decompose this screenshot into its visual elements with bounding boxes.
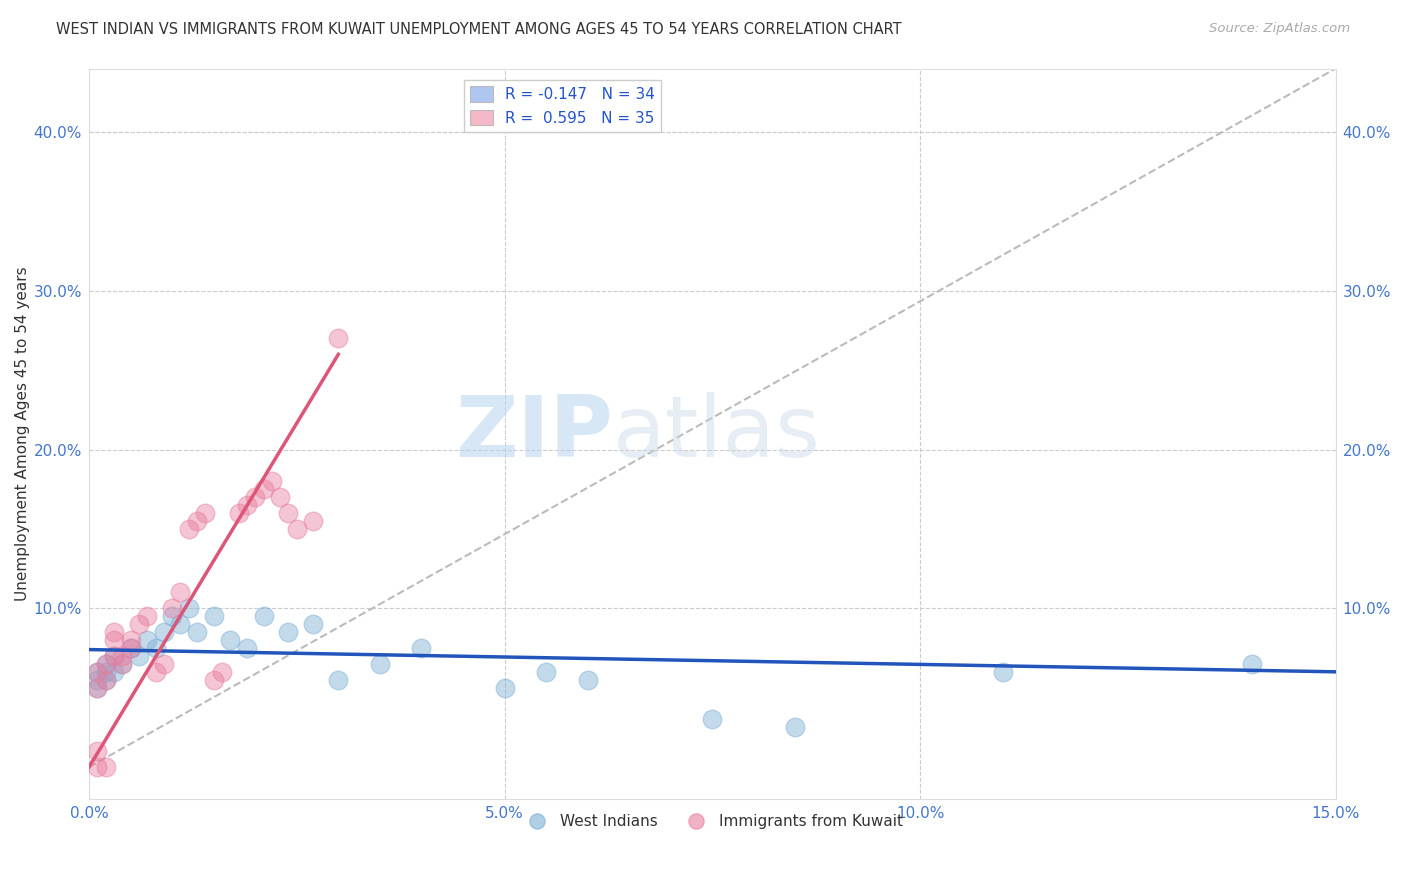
Point <box>103 665 125 679</box>
Point <box>202 609 225 624</box>
Point <box>169 617 191 632</box>
Point <box>411 640 433 655</box>
Text: ZIP: ZIP <box>454 392 613 475</box>
Point <box>86 760 108 774</box>
Point <box>277 506 299 520</box>
Point <box>991 665 1014 679</box>
Point <box>94 673 117 687</box>
Point <box>111 657 134 671</box>
Point <box>785 720 807 734</box>
Point <box>128 617 150 632</box>
Point <box>368 657 391 671</box>
Point <box>228 506 250 520</box>
Point <box>136 609 159 624</box>
Point <box>94 760 117 774</box>
Point <box>111 657 134 671</box>
Point <box>302 514 325 528</box>
Point <box>245 490 267 504</box>
Point <box>120 640 142 655</box>
Point <box>252 609 274 624</box>
Point <box>177 601 200 615</box>
Point <box>169 585 191 599</box>
Legend: West Indians, Immigrants from Kuwait: West Indians, Immigrants from Kuwait <box>516 808 908 835</box>
Point <box>153 625 176 640</box>
Point <box>103 633 125 648</box>
Point <box>86 665 108 679</box>
Point <box>160 609 183 624</box>
Point <box>219 633 242 648</box>
Point <box>260 475 283 489</box>
Point <box>145 665 167 679</box>
Point <box>128 648 150 663</box>
Point <box>94 665 117 679</box>
Point <box>186 514 208 528</box>
Point <box>177 522 200 536</box>
Text: Source: ZipAtlas.com: Source: ZipAtlas.com <box>1209 22 1350 36</box>
Point <box>86 681 108 695</box>
Point <box>94 657 117 671</box>
Point <box>494 681 516 695</box>
Point <box>576 673 599 687</box>
Point <box>136 633 159 648</box>
Point <box>153 657 176 671</box>
Point <box>103 648 125 663</box>
Point <box>194 506 217 520</box>
Point <box>702 713 724 727</box>
Point <box>103 625 125 640</box>
Point <box>285 522 308 536</box>
Point <box>94 657 117 671</box>
Text: WEST INDIAN VS IMMIGRANTS FROM KUWAIT UNEMPLOYMENT AMONG AGES 45 TO 54 YEARS COR: WEST INDIAN VS IMMIGRANTS FROM KUWAIT UN… <box>56 22 901 37</box>
Point <box>86 744 108 758</box>
Point <box>120 633 142 648</box>
Point <box>186 625 208 640</box>
Point <box>277 625 299 640</box>
Point <box>534 665 557 679</box>
Point <box>302 617 325 632</box>
Point <box>252 482 274 496</box>
Point <box>94 673 117 687</box>
Text: atlas: atlas <box>613 392 821 475</box>
Point <box>145 640 167 655</box>
Point <box>211 665 233 679</box>
Point <box>236 498 259 512</box>
Point <box>120 640 142 655</box>
Point <box>86 681 108 695</box>
Y-axis label: Unemployment Among Ages 45 to 54 years: Unemployment Among Ages 45 to 54 years <box>15 267 30 601</box>
Point <box>111 648 134 663</box>
Point <box>160 601 183 615</box>
Point <box>328 331 350 345</box>
Point <box>86 665 108 679</box>
Point <box>269 490 291 504</box>
Point <box>328 673 350 687</box>
Point <box>86 673 108 687</box>
Point <box>236 640 259 655</box>
Point <box>103 648 125 663</box>
Point <box>1241 657 1264 671</box>
Point <box>202 673 225 687</box>
